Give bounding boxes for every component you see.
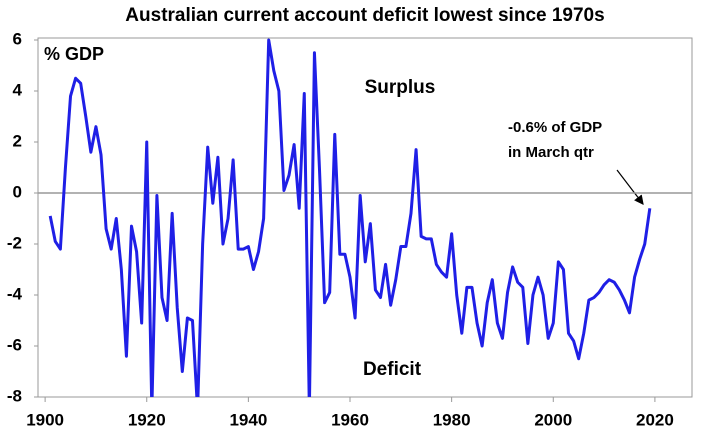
y-tick-label: 6 (13, 29, 22, 48)
y-tick-label: 4 (13, 80, 23, 99)
x-tick-label: 1960 (331, 410, 369, 429)
x-tick-label: 1940 (229, 410, 267, 429)
y-tick-label: -6 (7, 335, 22, 354)
plot-frame (37, 37, 693, 398)
x-tick-label: 1900 (26, 410, 64, 429)
annotation: Deficit (363, 359, 422, 380)
chart-title: Australian current account deficit lowes… (125, 5, 604, 26)
note: -0.6% of GDP (508, 119, 602, 136)
series-group (48, 38, 652, 397)
y-tick-label: -4 (7, 284, 23, 303)
x-tick-label: 1920 (128, 410, 166, 429)
x-tick-label: 1980 (433, 410, 471, 429)
y-tick-label: 0 (13, 182, 22, 201)
y-tick-label: -8 (7, 386, 22, 405)
annotation: Surplus (365, 77, 436, 98)
note: in March qtr (508, 144, 594, 161)
note-arrow (616, 169, 644, 205)
series-line (48, 38, 652, 397)
y-axis-label: % GDP (44, 44, 104, 64)
y-tick-label: -2 (7, 233, 22, 252)
x-tick-label: 2000 (534, 410, 572, 429)
y-tick-label: 2 (13, 131, 22, 150)
x-tick-label: 2020 (636, 410, 674, 429)
